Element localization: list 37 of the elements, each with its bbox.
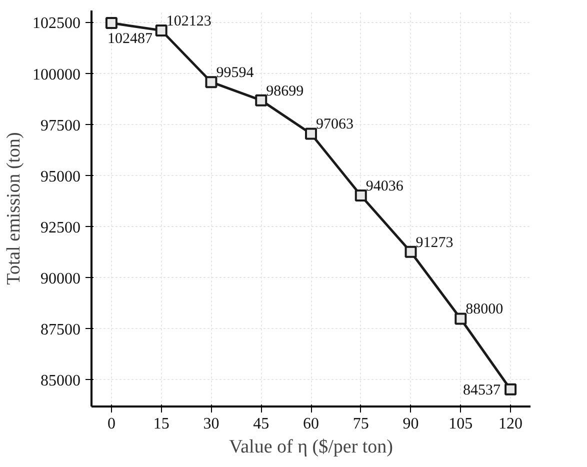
data-label: 84537 xyxy=(463,382,502,398)
x-tick-label: 15 xyxy=(153,416,170,432)
data-label: 88000 xyxy=(466,302,504,318)
point xyxy=(105,17,118,30)
x-tick-label: 0 xyxy=(107,416,116,432)
y-tick-label: 102500 xyxy=(32,15,80,32)
x-tick-label: 75 xyxy=(352,416,369,432)
point xyxy=(205,76,218,88)
point xyxy=(255,94,268,106)
x-tick-label: 90 xyxy=(402,416,419,432)
data-label: 91273 xyxy=(416,234,454,251)
point xyxy=(354,190,367,202)
point xyxy=(504,383,517,396)
y-tick-label: 85000 xyxy=(40,372,80,390)
data-label: 102123 xyxy=(166,13,212,30)
y-tick-label: 97500 xyxy=(40,117,80,134)
data-label: 97063 xyxy=(316,116,354,133)
data-label: 98699 xyxy=(266,83,304,100)
point xyxy=(454,312,467,325)
y-tick-label: 90000 xyxy=(40,270,80,288)
x-tick-label: 60 xyxy=(303,416,319,432)
x-tick-label: 120 xyxy=(498,416,523,432)
y-tick-label: 95000 xyxy=(40,168,80,186)
x-axis-title: Value of η ($/per ton) xyxy=(229,436,393,458)
y-tick-label: 92500 xyxy=(40,219,80,236)
x-tick-label: 30 xyxy=(203,416,220,432)
point xyxy=(404,246,417,258)
x-tick-label: 105 xyxy=(448,416,473,432)
y-tick-label: 100000 xyxy=(32,66,80,84)
point xyxy=(155,24,168,36)
point xyxy=(305,128,317,140)
x-tick-label: 45 xyxy=(253,416,270,432)
data-label: 102487 xyxy=(107,31,153,48)
y-axis-title: Total emission (ton) xyxy=(4,132,24,285)
data-label: 94036 xyxy=(366,178,404,195)
y-tick-label: 87500 xyxy=(40,321,80,338)
data-label: 99594 xyxy=(216,65,254,82)
